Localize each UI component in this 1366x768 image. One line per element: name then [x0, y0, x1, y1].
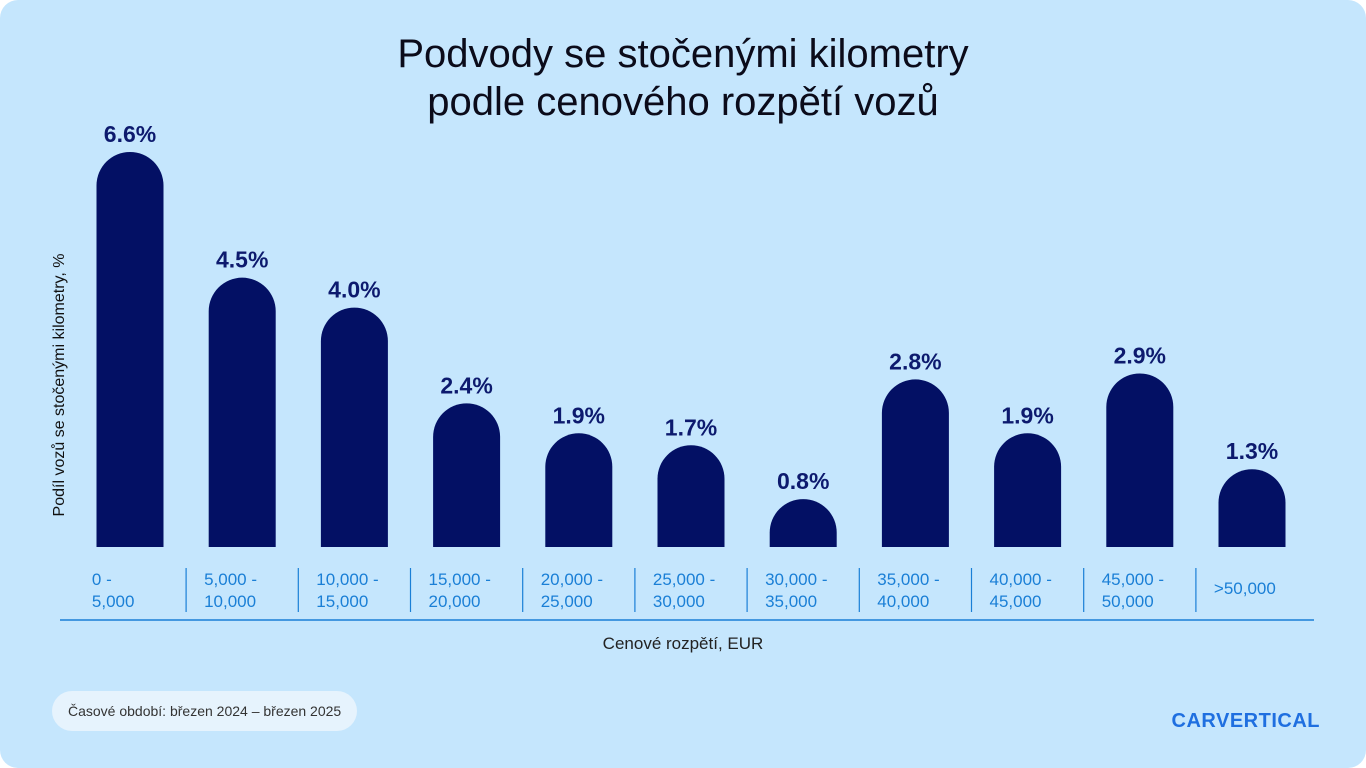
- bar-value-label: 6.6%: [104, 121, 156, 147]
- chart-title: Podvody se stočenými kilometry podle cen…: [0, 30, 1366, 126]
- chart-title-line-1: Podvody se stočenými kilometry: [397, 32, 969, 76]
- bar-value-label: 2.9%: [1114, 342, 1166, 368]
- x-tick-label: 40,000 -: [990, 570, 1052, 589]
- bar-value-label: 2.4%: [440, 372, 492, 398]
- x-tick-label: 0 -: [92, 570, 112, 589]
- bar-value-label: 2.8%: [889, 348, 941, 374]
- bar: [433, 403, 501, 547]
- bar: [1218, 469, 1286, 547]
- brand-logo: CARVERTICAL: [1171, 710, 1320, 732]
- bar: [1106, 373, 1174, 547]
- bar: [208, 277, 276, 547]
- x-tick-label: 10,000: [204, 592, 256, 611]
- x-tick-label: 25,000: [541, 592, 593, 611]
- bar: [96, 152, 164, 547]
- bar: [545, 433, 613, 547]
- x-tick-label: 5,000: [92, 592, 135, 611]
- x-tick-label: 40,000: [877, 592, 929, 611]
- bar: [994, 433, 1062, 547]
- bar-value-label: 1.9%: [553, 402, 605, 428]
- x-tick-label: 50,000: [1102, 592, 1154, 611]
- bar-value-label: 1.3%: [1226, 438, 1278, 464]
- x-tick-label: 5,000 -: [204, 570, 257, 589]
- chart-title-line-2: podle cenového rozpětí vozů: [427, 80, 939, 124]
- bar-value-label: 0.8%: [777, 468, 829, 494]
- x-tick-label: >50,000: [1214, 579, 1276, 598]
- x-axis-label: Cenové rozpětí, EUR: [602, 634, 764, 653]
- bar: [881, 379, 949, 547]
- bar-value-label: 1.7%: [665, 414, 717, 440]
- bar: [657, 445, 725, 547]
- x-tick-label: 20,000: [429, 592, 481, 611]
- x-tick-label: 20,000 -: [541, 570, 603, 589]
- x-tick-label: 45,000 -: [1102, 570, 1164, 589]
- time-period-badge: Časové období: březen 2024 – březen 2025: [52, 691, 358, 731]
- x-tick-label: 15,000: [316, 592, 368, 611]
- x-tick-label: 15,000 -: [429, 570, 491, 589]
- bar-value-label: 4.0%: [328, 277, 380, 303]
- bar-value-label: 1.9%: [1001, 402, 1053, 428]
- bar-value-label: 4.5%: [216, 247, 268, 273]
- x-tick-label: 35,000: [765, 592, 817, 611]
- x-tick-label: 25,000 -: [653, 570, 715, 589]
- x-tick-label: 10,000 -: [316, 570, 378, 589]
- bar: [769, 499, 837, 547]
- x-tick-label: 30,000 -: [765, 570, 827, 589]
- bar: [320, 307, 388, 547]
- x-tick-label: 35,000 -: [877, 570, 939, 589]
- x-tick-label: 30,000: [653, 592, 705, 611]
- x-tick-label: 45,000: [990, 592, 1042, 611]
